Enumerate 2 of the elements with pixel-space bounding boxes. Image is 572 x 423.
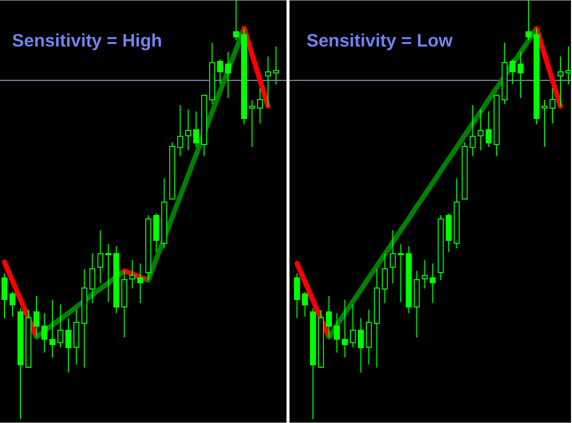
text: Sensitivity = Low: [306, 30, 453, 50]
text: Sensitivity = High: [12, 30, 162, 50]
